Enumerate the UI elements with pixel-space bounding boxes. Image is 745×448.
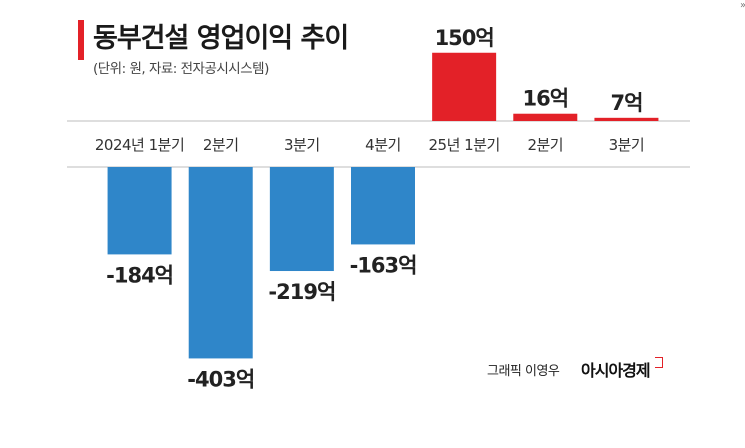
chevron-right-icon: » [740, 0, 745, 11]
data-label: 7억 [610, 91, 642, 115]
bar [432, 52, 497, 121]
bar [107, 167, 172, 255]
chart-title: 동부건설 영업이익 추이 [93, 23, 349, 54]
category-label: 2분기 [203, 136, 239, 154]
bar [269, 167, 334, 272]
bar [351, 167, 415, 245]
data-label: 150억 [435, 26, 494, 50]
data-label: 16억 [523, 87, 569, 111]
data-label: -163억 [350, 253, 417, 277]
chart-subtitle: (단위: 원, 자료: 전자공시시스템) [93, 61, 269, 77]
bar [513, 113, 578, 121]
data-label: -403억 [187, 367, 254, 391]
graphic-credit: 그래픽 이영우 [487, 364, 560, 379]
category-label: 3분기 [609, 136, 645, 154]
bar [188, 167, 253, 359]
category-label: 4분기 [365, 136, 401, 154]
brand-logo-text: 아시아경제 [581, 361, 651, 380]
category-label: 3분기 [284, 136, 320, 154]
bar [594, 117, 659, 121]
data-label: -219억 [268, 280, 335, 304]
category-label: 25년 1분기 [428, 136, 499, 154]
brand-mark-icon [655, 357, 663, 368]
data-label: -184억 [106, 263, 173, 287]
title-accent-bar [78, 20, 84, 60]
category-label: 2분기 [527, 136, 563, 154]
category-label: 2024년 1분기 [95, 136, 184, 154]
